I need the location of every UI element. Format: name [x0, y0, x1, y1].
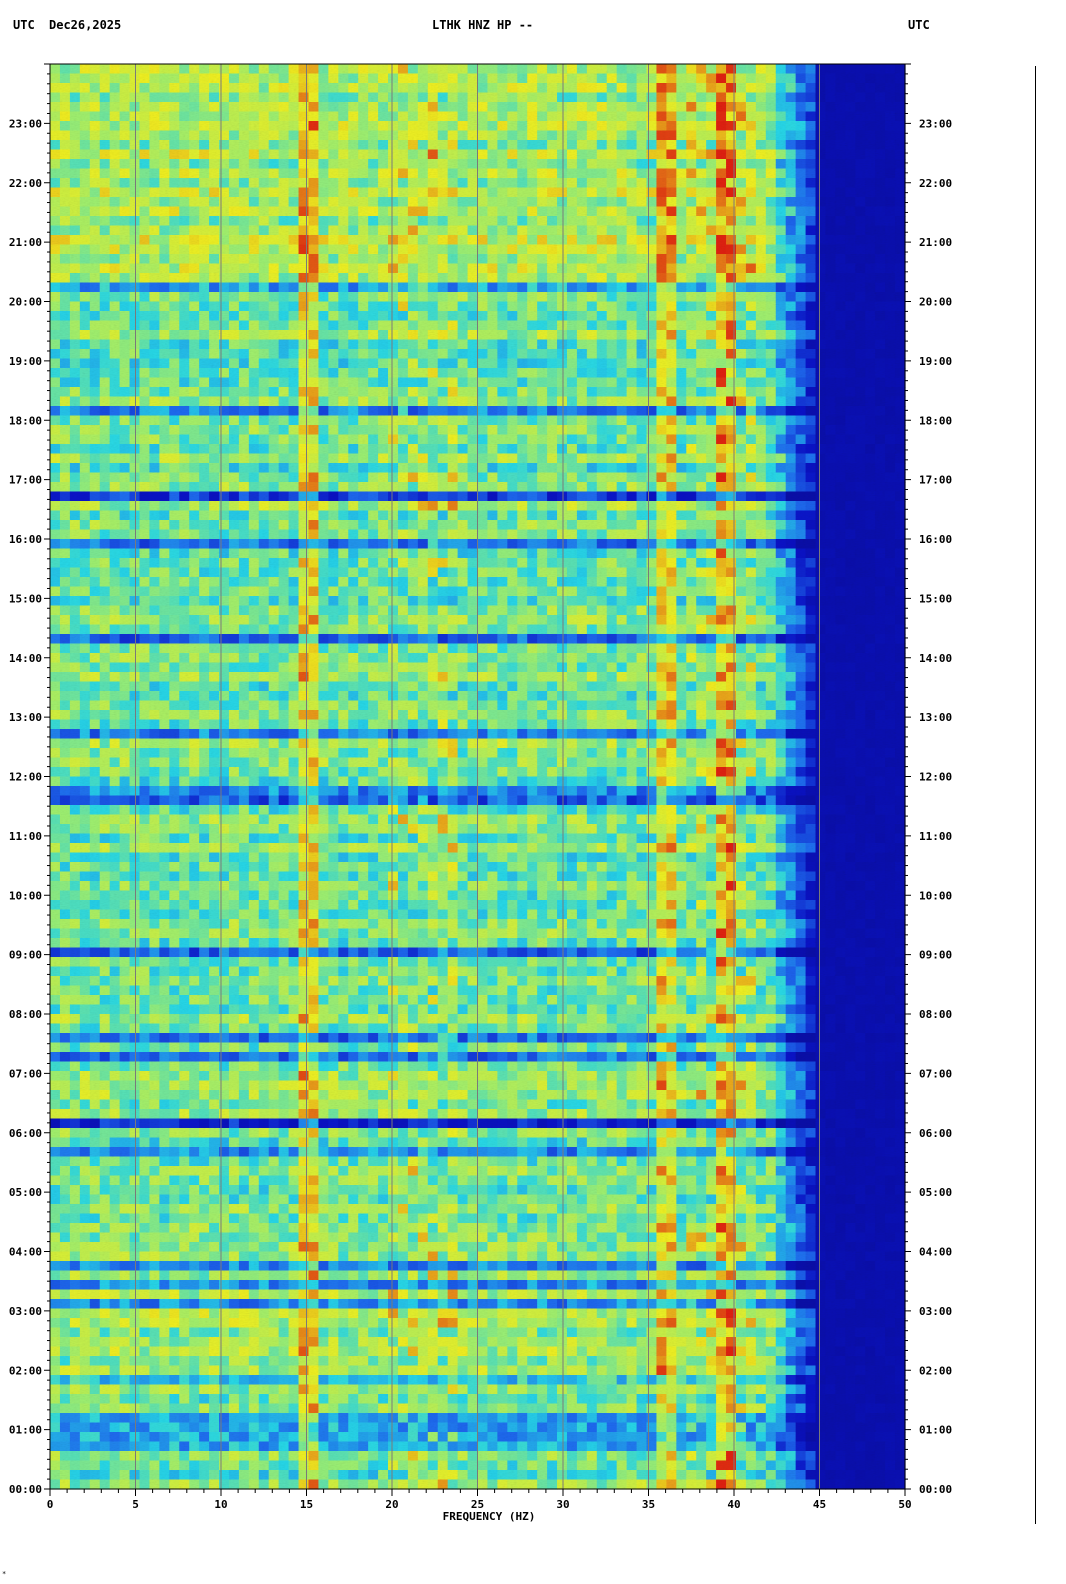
utc-label-left: UTC: [13, 18, 35, 32]
chart-title: LTHK HNZ HP --: [432, 18, 534, 32]
date-label: Dec26,2025: [49, 18, 122, 32]
utc-label-right: UTC: [908, 18, 930, 32]
